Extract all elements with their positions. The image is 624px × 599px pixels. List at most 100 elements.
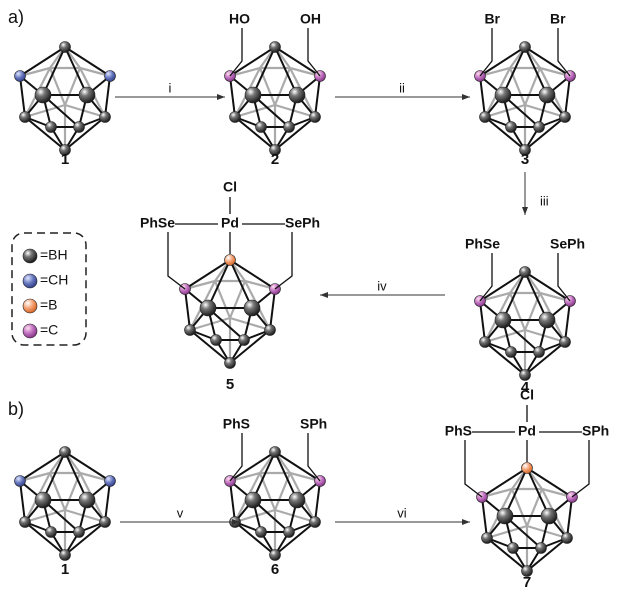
bond [105, 481, 110, 522]
bond [20, 481, 25, 522]
bond [270, 289, 275, 330]
atom [541, 508, 557, 524]
atom [270, 447, 281, 458]
reagent-label: iii [540, 193, 549, 208]
atom [256, 122, 267, 133]
atom [534, 122, 545, 133]
bond [525, 342, 565, 375]
bond [185, 289, 190, 330]
bond [105, 76, 110, 117]
arm [275, 232, 292, 289]
substituent-right: SPh [300, 416, 327, 432]
atom [560, 112, 571, 123]
compound-number: 7 [523, 574, 531, 591]
compound-number: 1 [61, 151, 69, 168]
atom [20, 112, 31, 123]
atom [105, 71, 116, 82]
atom [74, 122, 85, 133]
atom [310, 517, 321, 528]
scheme: a)12HOOH3BrBr4PhSeSePh5PdClPhSeSePhb)16P… [0, 0, 624, 599]
bond [230, 481, 235, 522]
bond [487, 538, 527, 571]
bond [65, 522, 105, 555]
atom [506, 347, 517, 358]
atom [508, 543, 519, 554]
ligand-left: PhSe [140, 215, 175, 231]
atom [35, 492, 51, 508]
compound-number: 2 [271, 151, 279, 168]
compound-number: 1 [61, 561, 69, 578]
atom [225, 358, 236, 369]
atom [536, 543, 547, 554]
bond [485, 117, 525, 150]
arm [465, 440, 482, 497]
halide: Cl [520, 387, 534, 403]
metal: Pd [518, 423, 536, 439]
atom [239, 335, 250, 346]
reagent-label: vi [397, 505, 407, 520]
reagent-label: i [169, 80, 172, 95]
atom [200, 300, 216, 316]
metal: Pd [221, 215, 239, 231]
bond [485, 342, 525, 375]
ligand-right: SPh [582, 423, 609, 439]
arrow-head [522, 207, 528, 215]
substituent-right: Br [550, 11, 566, 27]
atom [20, 517, 31, 528]
legend-label: =B [40, 297, 58, 313]
bond [230, 330, 270, 363]
bond [315, 481, 320, 522]
atom [74, 527, 85, 538]
atom [23, 274, 37, 288]
atom [562, 533, 573, 544]
bond [25, 117, 65, 150]
arrow-head [320, 292, 328, 298]
substituent-left: PhSe [465, 236, 500, 252]
reagent-label: ii [399, 80, 405, 95]
atom [289, 87, 305, 103]
atom [284, 122, 295, 133]
atom [482, 533, 493, 544]
atom [539, 312, 555, 328]
bond [527, 538, 567, 571]
arm [572, 440, 589, 497]
atom [23, 324, 37, 338]
ligand-left: PhS [445, 423, 472, 439]
substituent-left: Br [484, 11, 500, 27]
atom [560, 337, 571, 348]
bond [190, 330, 230, 363]
bond [65, 117, 105, 150]
substituent-right: OH [300, 11, 321, 27]
atom [105, 476, 116, 487]
atom [60, 447, 71, 458]
arrow-head [217, 94, 225, 100]
atom [480, 112, 491, 123]
atom [245, 492, 261, 508]
atom [289, 492, 305, 508]
atom [23, 249, 37, 263]
legend-label: =BH [40, 247, 68, 263]
reagent-label: iv [377, 278, 387, 293]
atom [495, 87, 511, 103]
panel-label: a) [8, 7, 24, 27]
atom [46, 122, 57, 133]
atom [15, 71, 26, 82]
atom [522, 463, 533, 474]
atom [244, 300, 260, 316]
compound-number: 6 [271, 561, 279, 578]
atom [79, 492, 95, 508]
atom [15, 476, 26, 487]
arm [168, 232, 185, 289]
atom [256, 527, 267, 538]
atom [46, 527, 57, 538]
bond [275, 522, 315, 555]
compound-number: 3 [521, 151, 529, 168]
bond [567, 497, 572, 538]
reagent-label: v [177, 505, 184, 520]
ligand-right: SePh [285, 215, 320, 231]
bond [275, 117, 315, 150]
atom [245, 87, 261, 103]
bond [565, 301, 570, 342]
legend-label: =C [40, 322, 58, 338]
atom [539, 87, 555, 103]
